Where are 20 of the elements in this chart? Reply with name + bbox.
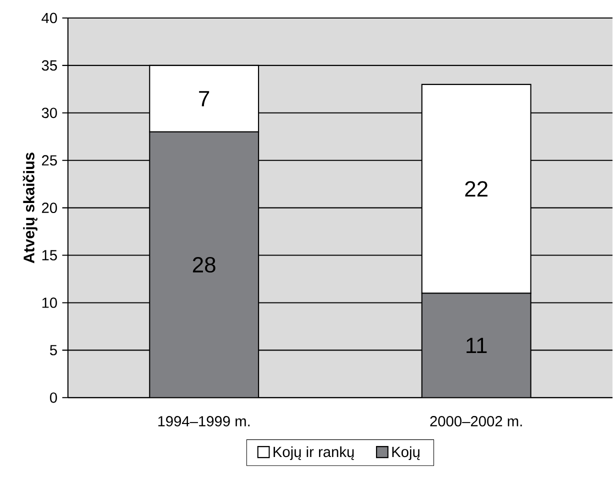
- x-tick-label: 1994–1999 m.: [158, 416, 250, 427]
- data-label: 7: [199, 91, 210, 106]
- y-tick-label: 0: [50, 392, 57, 404]
- y-tick-label: 40: [42, 13, 57, 24]
- legend-label: Kojų ir rankų: [274, 446, 354, 460]
- y-tick-label: 5: [50, 345, 57, 356]
- bar: [149, 132, 260, 398]
- data-label: 11: [466, 338, 487, 354]
- y-tick-label: 15: [42, 250, 57, 261]
- y-tick-label: 10: [42, 298, 57, 308]
- y-tick-label: 20: [42, 202, 57, 214]
- y-tick-label: 30: [42, 108, 57, 118]
- data-label: 28: [192, 257, 216, 273]
- legend-label: Kojų: [392, 446, 420, 460]
- data-label: 22: [465, 181, 488, 197]
- bar: [421, 292, 532, 398]
- y-axis-title: Atvejų skaičius: [22, 152, 38, 264]
- y-tick-label: 35: [42, 60, 57, 71]
- x-tick-label: 2000–2002 m.: [430, 416, 522, 427]
- y-tick-label: 25: [42, 155, 57, 166]
